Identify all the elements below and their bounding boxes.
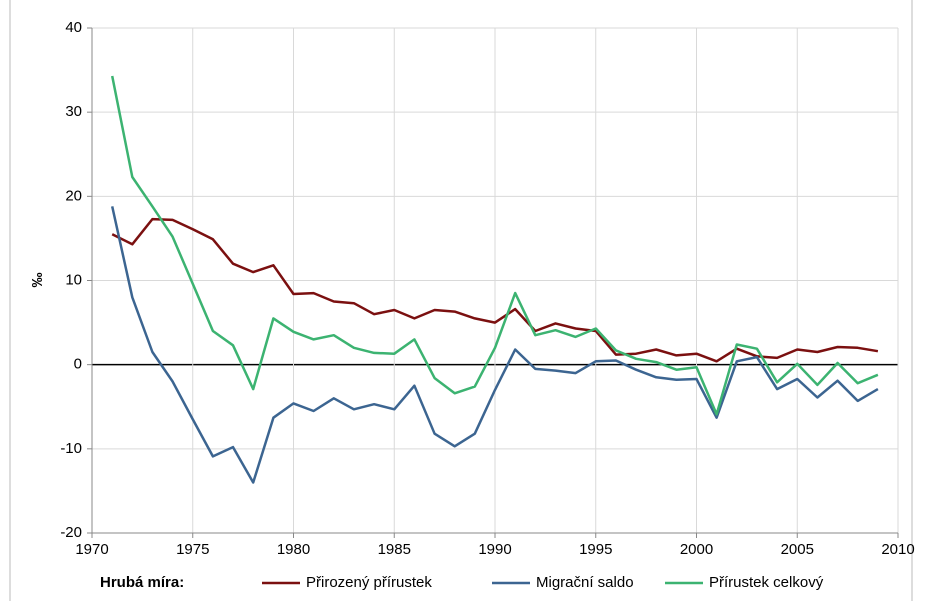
x-tick-label: 1980 xyxy=(277,541,310,558)
y-tick-label: -10 xyxy=(60,440,82,457)
x-tick-label: 1975 xyxy=(176,541,209,558)
x-tick-label: 1995 xyxy=(579,541,612,558)
y-tick-label: 40 xyxy=(65,19,82,36)
y-tick-label: 0 xyxy=(74,356,82,373)
x-tick-label: 1990 xyxy=(478,541,511,558)
legend-title: Hrubá míra: xyxy=(100,574,184,591)
x-tick-label: 1970 xyxy=(75,541,108,558)
series-line xyxy=(111,217,879,363)
y-tick-label: 30 xyxy=(65,103,82,120)
y-tick-label: 20 xyxy=(65,187,82,204)
x-tick-label: 2005 xyxy=(781,541,814,558)
legend-label: Přírustek celkový xyxy=(709,574,824,591)
y-tick-label: 10 xyxy=(65,271,82,288)
y-tick-label: -20 xyxy=(60,524,82,541)
series-line xyxy=(110,75,879,416)
x-tick-label: 2000 xyxy=(680,541,713,558)
series-line xyxy=(110,206,879,484)
x-tick-label: 2010 xyxy=(881,541,914,558)
legend-label: Přirozený přírustek xyxy=(306,574,432,591)
legend-label: Migrační saldo xyxy=(536,574,634,591)
y-axis-label: ‰ xyxy=(29,273,46,288)
x-tick-label: 1985 xyxy=(378,541,411,558)
